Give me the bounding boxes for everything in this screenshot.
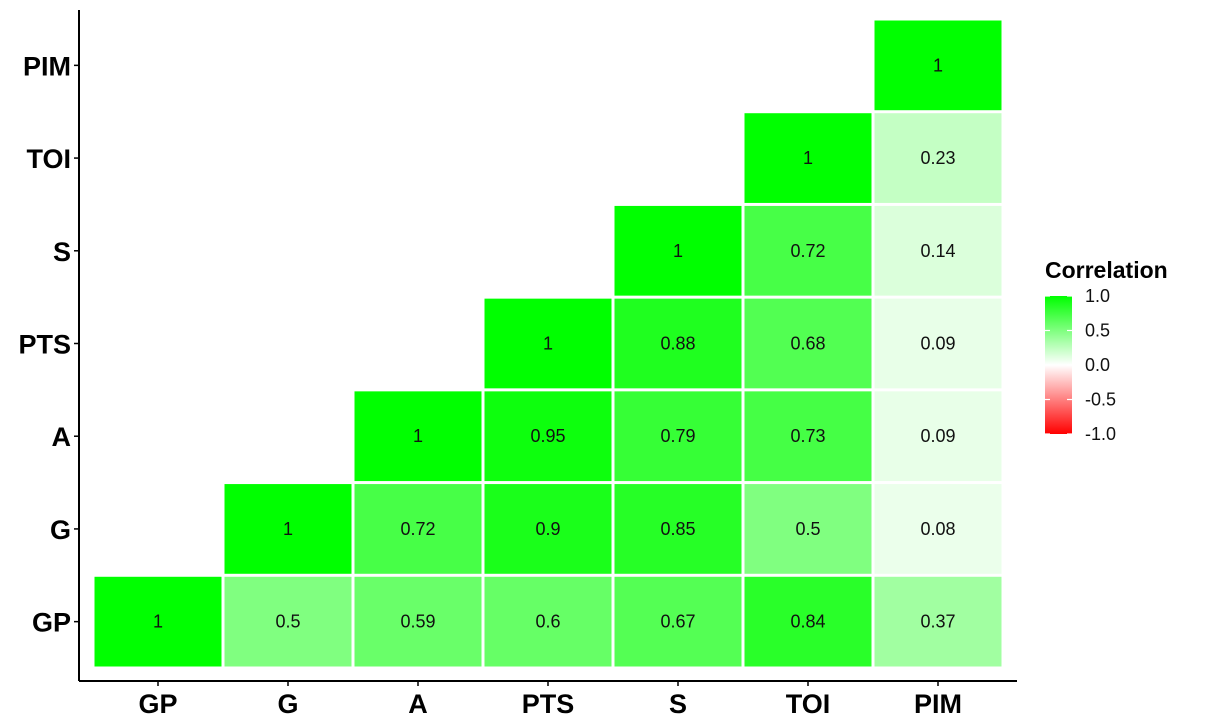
heatmap-cell-value-s-a: 0.79 (660, 426, 695, 446)
heatmap-cell-pim-pim (874, 20, 1002, 111)
y-tick-label-toi: TOI (26, 144, 71, 174)
heatmap-cell-g-gp (224, 576, 352, 667)
heatmap-cell-value-g-g: 1 (283, 519, 293, 539)
heatmap-cell-labels: 1 0.5 0.59 0.6 0.67 0.84 0.37 1 0.72 0.9 0.85 0.5 0.… (153, 55, 956, 631)
legend-tick-label: -1.0 (1085, 424, 1116, 444)
legend-ticks: 1.0 0.5 0.0 -0.5 -1.0 (1045, 286, 1116, 444)
heatmap-cell-a-a (354, 391, 482, 482)
heatmap-cell-value-s-g: 0.85 (660, 519, 695, 539)
x-tick-label-toi: TOI (786, 689, 831, 719)
heatmap-cell-value-a-a: 1 (413, 426, 423, 446)
heatmap-cell-value-toi-gp: 0.84 (790, 612, 825, 632)
y-tick-label-s: S (53, 237, 71, 267)
heatmap-cell-value-pts-pts: 1 (543, 334, 553, 354)
heatmap-cell-value-gp-gp: 1 (153, 612, 163, 632)
heatmap-cell-value-toi-a: 0.73 (790, 426, 825, 446)
y-tick-label-a: A (52, 422, 72, 452)
heatmap-cell-a-g (354, 484, 482, 574)
heatmap-cell-pim-toi (874, 113, 1002, 203)
x-axis-tick-labels: GP G A PTS S TOI PIM (138, 681, 962, 719)
heatmap-cell-pts-a (484, 391, 612, 482)
y-tick-label-pts: PTS (18, 330, 71, 360)
heatmap-cell-gp-gp (94, 576, 222, 667)
legend-title: Correlation (1045, 257, 1168, 283)
heatmap-cell-value-pim-a: 0.09 (920, 426, 955, 446)
heatmap-cell-g-g (224, 484, 352, 574)
heatmap-cell-value-pts-a: 0.95 (530, 426, 565, 446)
y-tick-label-pim: PIM (23, 51, 71, 81)
heatmap-cell-pim-gp (874, 576, 1002, 667)
x-tick-label-g: G (277, 689, 298, 719)
heatmap-cell-value-pts-g: 0.9 (535, 519, 560, 539)
heatmap-cell-value-s-s: 1 (673, 241, 683, 261)
heatmap-cell-s-pts (614, 298, 742, 389)
legend-tick-label: 0.5 (1085, 321, 1110, 341)
legend: Correlation 1.0 0.5 0.0 -0.5 -1.0 (1045, 257, 1168, 444)
legend-tick-label: -0.5 (1085, 390, 1116, 410)
x-tick-label-pim: PIM (914, 689, 962, 719)
heatmap-cell-toi-toi (744, 113, 872, 203)
heatmap-cell-pim-g (874, 484, 1002, 574)
heatmap-cell-pim-pts (874, 298, 1002, 389)
heatmap-cell-s-g (614, 484, 742, 574)
heatmap-cell-s-a (614, 391, 742, 482)
x-tick-label-s: S (669, 689, 687, 719)
heatmap-cell-toi-a (744, 391, 872, 482)
heatmap-cell-a-gp (354, 576, 482, 667)
heatmap-cell-value-pts-gp: 0.6 (535, 612, 560, 632)
heatmap-cell-value-pim-toi: 0.23 (920, 148, 955, 168)
heatmap-cell-toi-g (744, 484, 872, 574)
x-tick-label-pts: PTS (522, 689, 575, 719)
heatmap-cell-pts-gp (484, 576, 612, 667)
heatmap-cell-value-pim-pim: 1 (933, 55, 943, 75)
heatmap-cell-pim-a (874, 391, 1002, 482)
heatmap-cell-toi-s (744, 205, 872, 296)
heatmap-cell-value-toi-pts: 0.68 (790, 334, 825, 354)
legend-tick-label: 0.0 (1085, 355, 1110, 375)
heatmap-cell-pts-pts (484, 298, 612, 389)
y-axis-tick-labels: GP G A PTS S TOI PIM (18, 51, 79, 638)
heatmap-cell-value-pim-pts: 0.09 (920, 334, 955, 354)
heatmap-cell-value-s-pts: 0.88 (660, 334, 695, 354)
heatmap-cell-value-toi-g: 0.5 (795, 519, 820, 539)
heatmap-cells (94, 20, 1002, 667)
heatmap-cell-s-gp (614, 576, 742, 667)
heatmap-cell-value-pim-g: 0.08 (920, 519, 955, 539)
heatmap-cell-value-pim-s: 0.14 (920, 241, 955, 261)
x-tick-label-gp: GP (138, 689, 177, 719)
heatmap-cell-toi-gp (744, 576, 872, 667)
heatmap-cell-value-g-gp: 0.5 (275, 612, 300, 632)
heatmap-cell-value-s-gp: 0.67 (660, 612, 695, 632)
heatmap-cell-value-toi-s: 0.72 (790, 241, 825, 261)
heatmap-cell-pts-g (484, 484, 612, 574)
y-tick-label-g: G (50, 515, 71, 545)
heatmap-cell-value-pim-gp: 0.37 (920, 612, 955, 632)
heatmap-cell-toi-pts (744, 298, 872, 389)
heatmap-cell-value-a-gp: 0.59 (400, 612, 435, 632)
x-tick-label-a: A (408, 689, 428, 719)
heatmap-cell-pim-s (874, 205, 1002, 296)
heatmap-cell-s-s (614, 205, 742, 296)
heatmap-cell-value-a-g: 0.72 (400, 519, 435, 539)
y-tick-label-gp: GP (32, 608, 71, 638)
heatmap-cell-value-toi-toi: 1 (803, 148, 813, 168)
legend-tick-label: 1.0 (1085, 286, 1110, 306)
